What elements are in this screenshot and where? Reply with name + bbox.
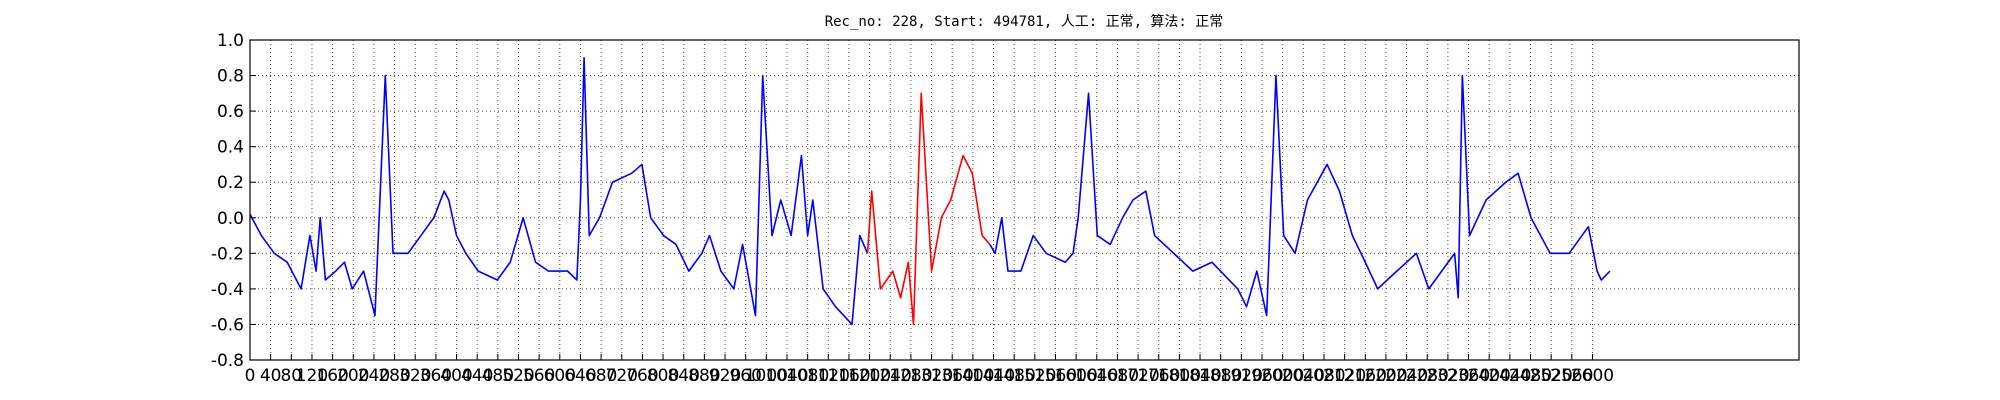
x-tick-label: 840 bbox=[667, 366, 699, 386]
x-tick-label: 80 bbox=[280, 366, 302, 386]
x-tick-label: 1520 bbox=[1013, 366, 1056, 386]
x-tick-label: 320 bbox=[399, 366, 431, 386]
x-tick-label: 1040 bbox=[765, 366, 808, 386]
x-tick-label: 2080 bbox=[1302, 366, 1345, 386]
x-tick-label: 1760 bbox=[1137, 366, 1180, 386]
x-tick-label: 1920 bbox=[1220, 366, 1263, 386]
x-tick-label: 400 bbox=[440, 366, 472, 386]
series-line bbox=[866, 92, 991, 326]
x-tick-label: 2600 bbox=[1571, 366, 1614, 386]
x-tick-label: 800 bbox=[647, 366, 679, 386]
y-tick-label: 0.8 bbox=[217, 67, 244, 87]
x-tick-label: 1120 bbox=[807, 366, 850, 386]
y-tick-label: -0.6 bbox=[211, 315, 244, 335]
x-tick-label: 2480 bbox=[1509, 366, 1552, 386]
y-tick-label: 1.0 bbox=[217, 31, 244, 51]
x-tick-label: 1560 bbox=[1034, 366, 1077, 386]
x-tick-label: 2520 bbox=[1530, 366, 1573, 386]
x-tick-label: 1800 bbox=[1158, 366, 1201, 386]
x-tick-label: 2200 bbox=[1364, 366, 1407, 386]
x-tick-label: 2560 bbox=[1550, 366, 1593, 386]
x-tick-label: 440 bbox=[461, 366, 493, 386]
plot-frame bbox=[249, 39, 1800, 361]
x-tick-label: 1360 bbox=[931, 366, 974, 386]
x-tick-label: 1200 bbox=[848, 366, 891, 386]
chart-title: Rec_no: 228, Start: 494781, 人工: 正常, 算法: … bbox=[825, 14, 1224, 30]
x-tick-label: 2280 bbox=[1406, 366, 1449, 386]
x-tick-label: 240 bbox=[358, 366, 390, 386]
x-tick-label: 200 bbox=[337, 366, 369, 386]
x-tick-label: 360 bbox=[420, 366, 452, 386]
x-tick-label: 640 bbox=[564, 366, 596, 386]
x-tick-label: 1440 bbox=[972, 366, 1015, 386]
x-tick-label: 1720 bbox=[1116, 366, 1159, 386]
series-line bbox=[249, 56, 1611, 326]
x-tick-label: 760 bbox=[626, 366, 658, 386]
x-tick-label: 1600 bbox=[1055, 366, 1098, 386]
y-tick-label: -0.8 bbox=[211, 351, 244, 371]
y-tick-label: 0.2 bbox=[217, 173, 244, 193]
y-tick-label: 0.4 bbox=[217, 138, 244, 158]
x-tick-label: 2320 bbox=[1426, 366, 1469, 386]
y-tick-label: -0.2 bbox=[211, 244, 244, 264]
x-tick-label: 1320 bbox=[910, 366, 953, 386]
x-tick-label: 560 bbox=[523, 366, 555, 386]
x-tick-label: 2120 bbox=[1323, 366, 1366, 386]
x-tick-label: 920 bbox=[709, 366, 741, 386]
x-tick-label: 2240 bbox=[1385, 366, 1428, 386]
x-tick-label: 1680 bbox=[1096, 366, 1139, 386]
x-tick-label: 1240 bbox=[869, 366, 912, 386]
x-tick-label: 2400 bbox=[1468, 366, 1511, 386]
x-tick-label: 1640 bbox=[1075, 366, 1118, 386]
x-tick-label: 2160 bbox=[1344, 366, 1387, 386]
y-tick-label: 0.6 bbox=[217, 102, 244, 122]
x-tick-label: 880 bbox=[688, 366, 720, 386]
x-tick-label: 1840 bbox=[1178, 366, 1221, 386]
x-tick-label: 160 bbox=[316, 366, 348, 386]
x-tick-label: 720 bbox=[606, 366, 638, 386]
x-tick-label: 480 bbox=[482, 366, 514, 386]
x-tick-label: 1960 bbox=[1240, 366, 1283, 386]
x-tick-label: 1080 bbox=[786, 366, 829, 386]
x-tick-label: 2000 bbox=[1261, 366, 1304, 386]
x-tick-label: 280 bbox=[378, 366, 410, 386]
x-tick-label: 1400 bbox=[951, 366, 994, 386]
x-tick-label: 0 bbox=[245, 366, 256, 386]
x-tick-label: 1280 bbox=[889, 366, 932, 386]
x-tick-label: 600 bbox=[544, 366, 576, 386]
y-tick-label: -0.4 bbox=[211, 280, 244, 300]
x-tick-label: 2440 bbox=[1488, 366, 1531, 386]
x-tick-label: 1160 bbox=[827, 366, 870, 386]
x-tick-label: 2040 bbox=[1282, 366, 1325, 386]
x-tick-label: 2360 bbox=[1447, 366, 1490, 386]
y-tick-label: 0.0 bbox=[217, 209, 244, 229]
x-tick-label: 1000 bbox=[745, 366, 788, 386]
x-tick-label: 40 bbox=[260, 366, 282, 386]
x-tick-label: 520 bbox=[502, 366, 534, 386]
x-tick-label: 960 bbox=[729, 366, 761, 386]
x-tick-label: 1480 bbox=[993, 366, 1036, 386]
x-tick-label: 1880 bbox=[1199, 366, 1242, 386]
x-tick-label: 120 bbox=[296, 366, 328, 386]
x-tick-label: 680 bbox=[585, 366, 617, 386]
